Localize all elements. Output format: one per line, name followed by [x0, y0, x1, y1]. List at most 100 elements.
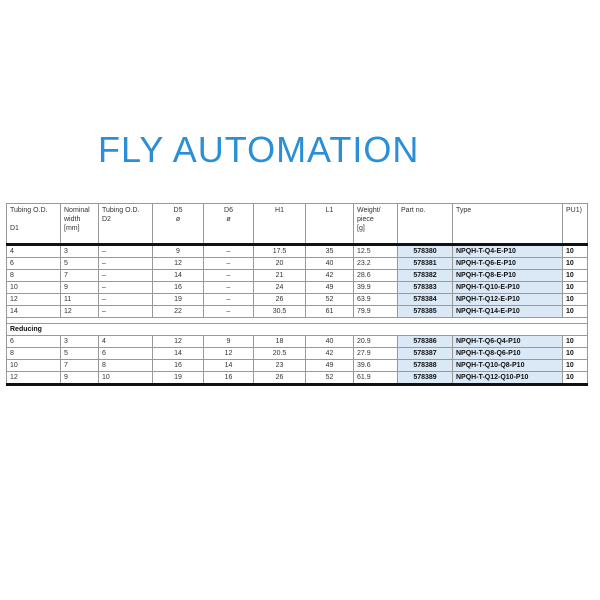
table-cell: 578388 [397, 359, 453, 372]
table-cell: 10 [6, 281, 61, 294]
table-cell: 14 [203, 359, 254, 372]
table-row: 4 3–9–17.5 35 12.5 578380 NPQH-T-Q4-E-P10 10 [6, 244, 588, 258]
table-cell: 6 [6, 335, 61, 348]
table-row: 6 5–12–20 40 23.2 578381 NPQH-T-Q6-E-P10 10 [6, 257, 588, 270]
table-cell: 7 [60, 269, 99, 282]
table-cell: – [98, 269, 153, 282]
table-cell: 40 [305, 257, 354, 270]
table-row: 14 12–22–30.5 61 79.9 578385 NPQH-T-Q14-E-P10… [6, 305, 588, 318]
column-header: PU1) [562, 203, 588, 245]
table-cell: 578385 [397, 305, 453, 318]
table-cell: 10 [562, 281, 588, 294]
table-cell: 578380 [397, 244, 453, 258]
watermark: FLY AUTOMATION [98, 129, 420, 170]
table-cell: 6 [98, 347, 153, 360]
table-cell: 39.9 [353, 281, 398, 294]
table-cell: 12 [6, 293, 61, 306]
table-cell: 17.5 [253, 244, 306, 258]
table-cell: 79.9 [353, 305, 398, 318]
table-cell: 10 [562, 257, 588, 270]
table-cell: 8 [6, 347, 61, 360]
table-cell: 21 [253, 269, 306, 282]
table-cell: 42 [305, 347, 354, 360]
table-cell: 4 [98, 335, 153, 348]
table-cell: 10 [562, 305, 588, 318]
table-cell: 9 [60, 371, 99, 385]
table-cell: 20.9 [353, 335, 398, 348]
column-header: Type [452, 203, 563, 245]
table-cell: 20.5 [253, 347, 306, 360]
table-cell: 9 [60, 281, 99, 294]
table-cell: 12 [6, 371, 61, 385]
table-cell: NPQH-T-Q4-E-P10 [452, 244, 563, 258]
column-header: D5 ø [152, 203, 204, 245]
table-cell: 14 [152, 347, 204, 360]
table-cell: NPQH-T-Q6-E-P10 [452, 257, 563, 270]
table-cell: 39.6 [353, 359, 398, 372]
table-cell: 5 [60, 257, 99, 270]
table-cell: 26 [253, 293, 306, 306]
table-cell: 9 [203, 335, 254, 348]
table-cell: NPQH-T-Q10-E-P10 [452, 281, 563, 294]
table-cell: 10 [562, 371, 588, 385]
table-cell: 16 [152, 281, 204, 294]
table-cell: – [203, 269, 254, 282]
table-row: 10 9–16–24 49 39.9 578383 NPQH-T-Q10-E-P10 10 [6, 281, 588, 294]
table-cell: – [203, 281, 254, 294]
table-row: 12 11–19–26 52 63.9 578384 NPQH-T-Q12-E-P10 10 [6, 293, 588, 306]
table-cell: 22 [152, 305, 204, 318]
table-cell: NPQH-T-Q14-E-P10 [452, 305, 563, 318]
table-cell: 4 [6, 244, 61, 258]
table-cell: – [203, 293, 254, 306]
section-label: Reducing [6, 323, 588, 336]
column-header: Nominal width [mm] [60, 203, 99, 245]
table-row: 6 3 4 12 9 18 40 20.9 578386 NPQH-T-Q6-Q4-P10 10 [6, 335, 588, 348]
table-cell: NPQH-T-Q8-Q6-P10 [452, 347, 563, 360]
table-cell: 10 [562, 293, 588, 306]
table-cell: 26 [253, 371, 306, 385]
table-cell: NPQH-T-Q10-Q8-P10 [452, 359, 563, 372]
table-cell: 578387 [397, 347, 453, 360]
table-cell: 12 [152, 257, 204, 270]
table-cell: 12 [152, 335, 204, 348]
column-header: Tubing O.D. D1 [6, 203, 61, 245]
table-cell: 10 [562, 359, 588, 372]
table-cell: – [98, 281, 153, 294]
table-cell: 63.9 [353, 293, 398, 306]
header-row: Tubing O.D. D1 Nominal width [mm] Tubing O… [6, 203, 588, 245]
table-cell: – [98, 244, 153, 258]
table-cell: NPQH-T-Q8-E-P10 [452, 269, 563, 282]
table-cell: – [203, 257, 254, 270]
table-cell: 11 [60, 293, 99, 306]
column-header: Weight/ piece [g] [353, 203, 398, 245]
table-cell: 35 [305, 244, 354, 258]
table-row: 12 9 10 19 16 26 52 61.9 578389 NPQH-T-Q12-Q10-P1… [6, 371, 588, 385]
table-cell: 10 [98, 371, 153, 385]
table-cell: 6 [6, 257, 61, 270]
table-cell: 9 [152, 244, 204, 258]
table-cell: 10 [562, 269, 588, 282]
table-cell: 3 [60, 244, 99, 258]
table-cell: 42 [305, 269, 354, 282]
table-cell: 578389 [397, 371, 453, 385]
table-cell: 24 [253, 281, 306, 294]
table-cell: 14 [152, 269, 204, 282]
table-cell: 30.5 [253, 305, 306, 318]
table-cell: 19 [152, 371, 204, 385]
table-cell: 52 [305, 371, 354, 385]
table-cell: 16 [203, 371, 254, 385]
table-cell: 61.9 [353, 371, 398, 385]
column-header: Tubing O.D. D2 [98, 203, 153, 245]
table-cell: 40 [305, 335, 354, 348]
table-cell: 5 [60, 347, 99, 360]
table-row: 8 7–14–21 42 28.6 578382 NPQH-T-Q8-E-P10 10 [6, 269, 588, 282]
table-row: 10 7 8 16 14 23 49 39.6 578388 NPQH-T-Q10-Q8-P10 1… [6, 359, 588, 372]
table-cell: 19 [152, 293, 204, 306]
table-cell: 10 [6, 359, 61, 372]
table-cell: 578386 [397, 335, 453, 348]
table-cell: 61 [305, 305, 354, 318]
product-table: Tubing O.D. D1 Nominal width [mm] Tubing O… [6, 203, 588, 386]
table-cell: 23 [253, 359, 306, 372]
table-cell: 7 [60, 359, 99, 372]
table-cell: 49 [305, 359, 354, 372]
